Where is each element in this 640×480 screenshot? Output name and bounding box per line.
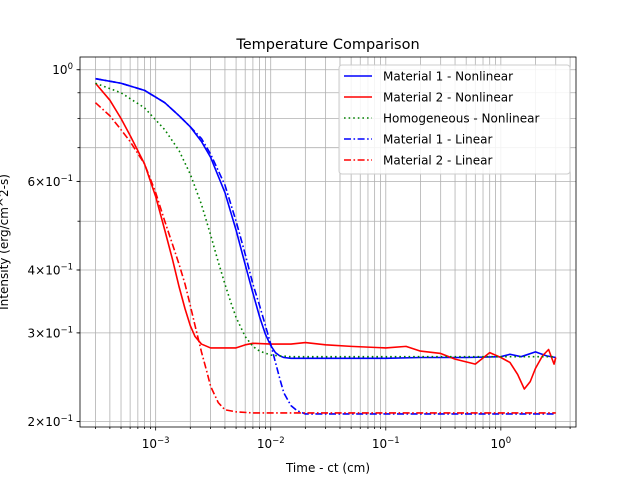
plot-area-frame	[79, 56, 577, 428]
legend-label: Homogeneous - Nonlinear	[383, 112, 539, 126]
y-tick-label: 100	[52, 62, 73, 77]
x-axis-ticks: 10−3 10−2 10−1 100	[95, 427, 571, 451]
legend-label: Material 1 - Nonlinear	[383, 70, 513, 84]
legend-label: Material 1 - Linear	[383, 133, 493, 147]
x-tick-label: 10−3	[142, 436, 170, 451]
y-tick-label: 6×10−1	[27, 174, 73, 189]
legend: Material 1 - Nonlinear Material 2 - Nonli…	[338, 64, 571, 175]
legend-label: Material 2 - Nonlinear	[383, 91, 513, 105]
legend-label: Material 2 - Linear	[383, 154, 493, 168]
x-tick-label: 10−2	[257, 436, 285, 451]
y-tick-label: 4×10−1	[27, 262, 73, 277]
series-line-5	[94, 102, 556, 414]
y-tick-label: 3×10−1	[27, 325, 73, 340]
x-tick-label: 100	[490, 436, 511, 451]
x-axis-label: Time - ct (cm)	[285, 461, 370, 475]
chart-title: Temperature Comparison	[235, 37, 419, 53]
x-tick-label: 10−1	[372, 436, 400, 451]
series-line-4	[95, 77, 556, 415]
y-axis-label: Intensity (erg/cm^2-s)	[0, 174, 11, 310]
series-line-3	[95, 82, 556, 358]
series-line-2	[94, 82, 557, 390]
y-tick-label: 2×10−1	[27, 414, 73, 429]
y-axis-ticks: 100 6×10−1 4×10−1 3×10−1 2×10−1	[27, 62, 80, 429]
series-line-1	[95, 77, 556, 360]
series-lines	[94, 77, 557, 415]
legend-box	[338, 64, 571, 175]
